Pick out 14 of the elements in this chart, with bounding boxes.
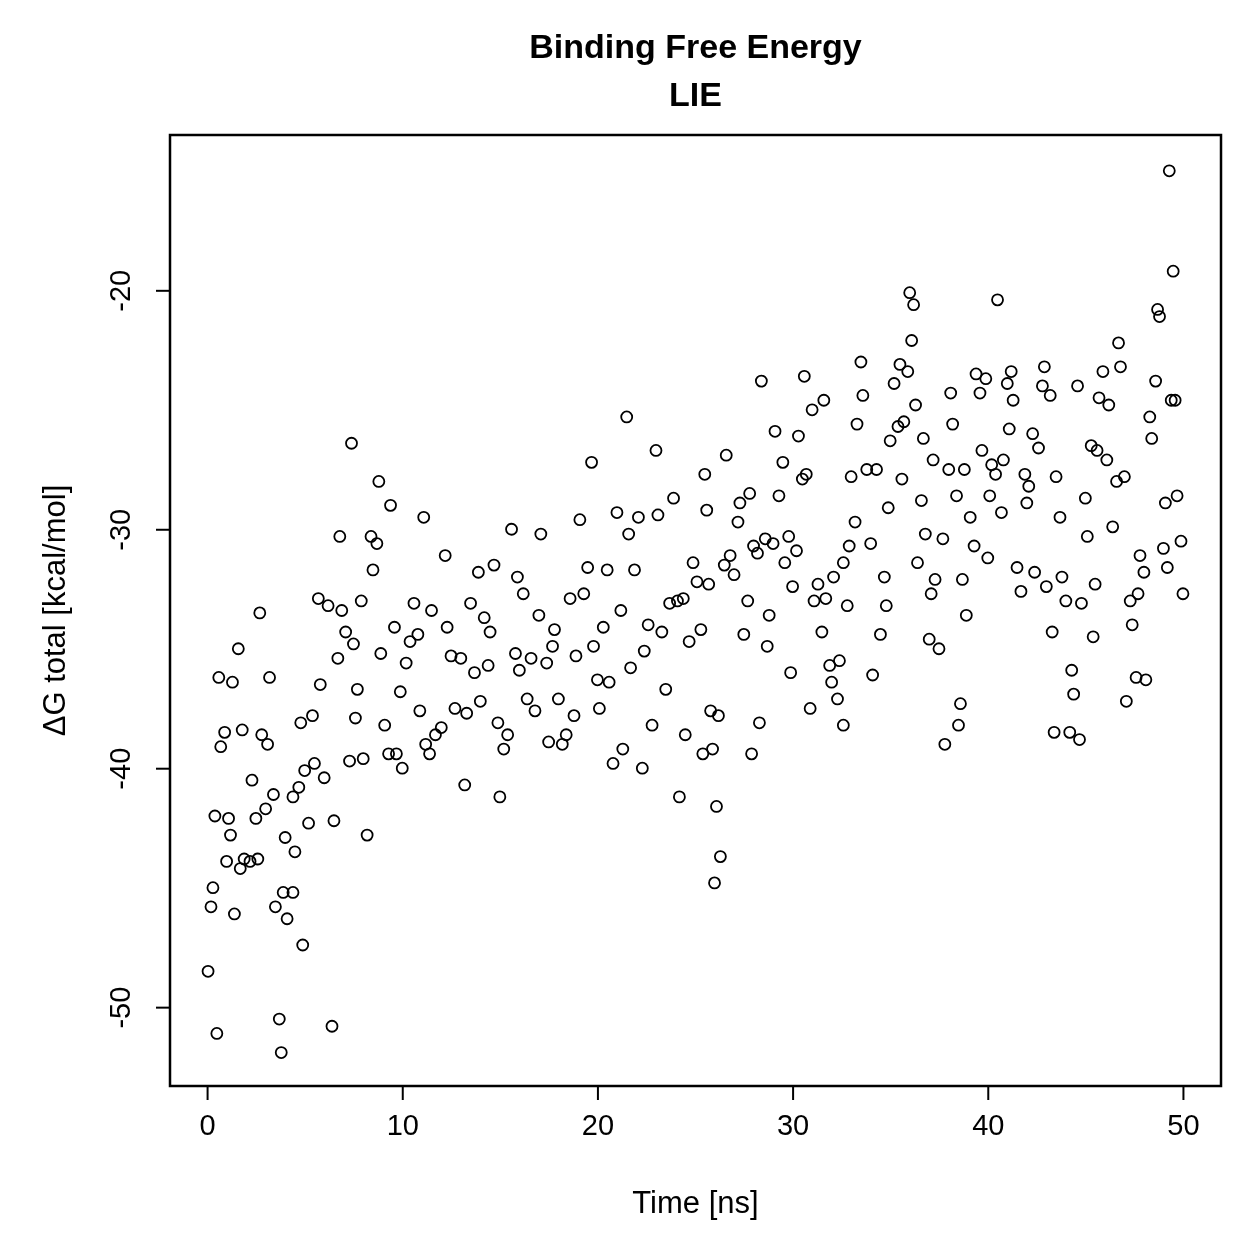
x-tick-label: 0 xyxy=(199,1108,216,1141)
x-tick-label: 10 xyxy=(386,1108,419,1141)
y-tick-label: -40 xyxy=(104,747,136,790)
chart-subtitle: LIE xyxy=(669,75,722,113)
x-tick-label: 30 xyxy=(776,1108,810,1141)
x-tick-label: 20 xyxy=(581,1108,615,1141)
chart-title: Binding Free Energy xyxy=(529,27,862,65)
y-tick-label: -50 xyxy=(104,986,136,1029)
x-axis-title: Time [ns] xyxy=(632,1185,759,1220)
x-tick-label: 40 xyxy=(972,1108,1005,1141)
y-tick-label: -30 xyxy=(104,508,136,551)
y-tick-label: -20 xyxy=(104,269,136,312)
y-axis-title: ΔG total [kcal/mol] xyxy=(37,484,72,737)
x-tick-label: 50 xyxy=(1167,1108,1200,1141)
